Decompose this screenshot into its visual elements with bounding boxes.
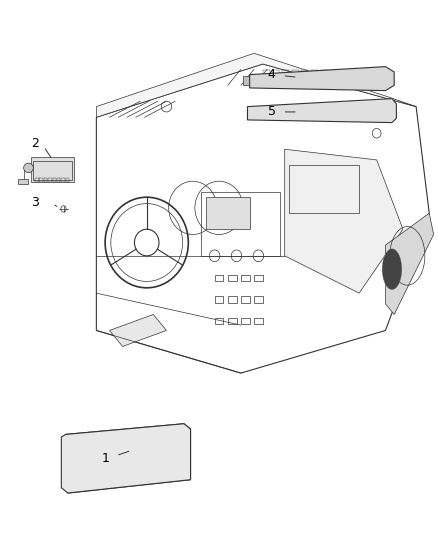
Polygon shape [66,424,191,493]
Text: 3: 3 [31,196,39,209]
FancyBboxPatch shape [206,197,250,229]
Ellipse shape [24,163,33,173]
Text: 5: 5 [268,106,276,118]
Ellipse shape [382,249,402,289]
FancyBboxPatch shape [77,443,171,464]
FancyBboxPatch shape [31,157,74,182]
Polygon shape [110,314,166,346]
FancyBboxPatch shape [243,76,251,85]
Polygon shape [285,149,403,293]
Polygon shape [247,99,396,123]
Polygon shape [61,424,191,493]
Polygon shape [18,179,28,184]
Text: 1: 1 [101,452,109,465]
Text: 2: 2 [31,138,39,150]
Text: 4: 4 [268,68,276,81]
Polygon shape [96,53,416,117]
Polygon shape [250,67,394,91]
Polygon shape [385,213,434,314]
